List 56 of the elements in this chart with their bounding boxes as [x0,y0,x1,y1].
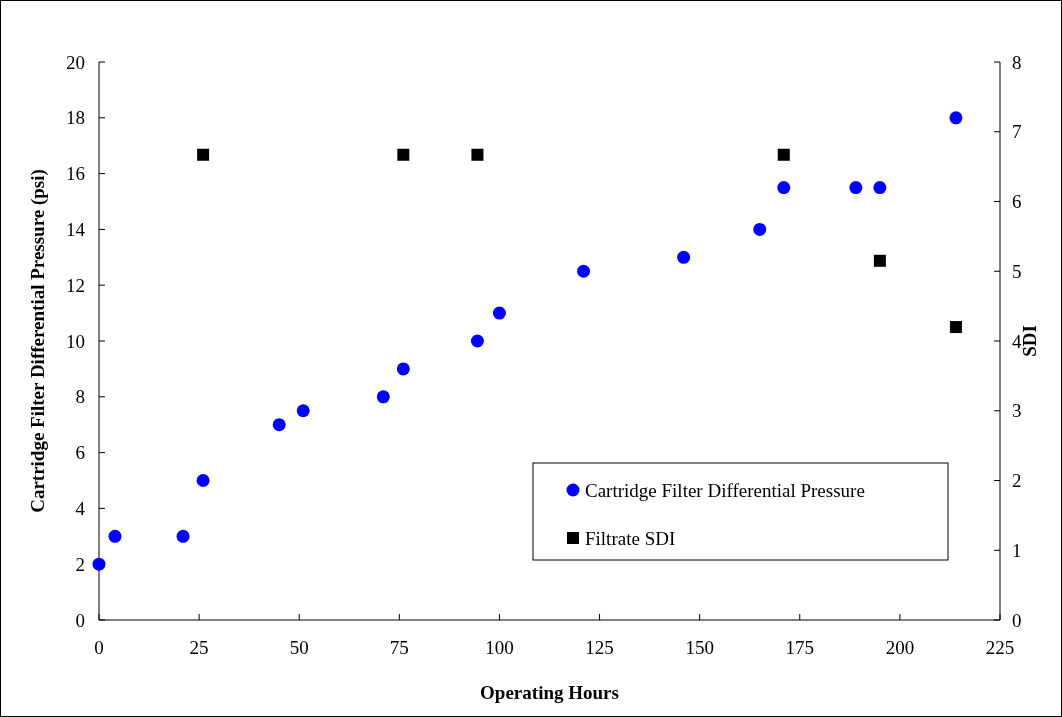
y2-tick-label: 0 [1012,609,1022,631]
point [949,111,963,125]
point [753,222,767,236]
point [197,148,210,161]
y-tick-label: 14 [66,219,86,241]
y2-tick-label: 6 [1012,191,1022,213]
point [677,250,691,264]
x-tick-label: 75 [389,637,409,658]
y-tick-label: 4 [75,498,86,520]
point [108,529,122,543]
point [873,181,887,195]
y2-tick-label: 1 [1012,539,1022,561]
legend-label: Filtrate SDI [585,527,676,549]
point [471,148,484,161]
point [470,334,484,348]
point [849,181,863,195]
point [577,264,591,278]
legend-label: Cartridge Filter Differential Pressure [585,479,865,501]
point [777,148,790,161]
y-tick-label: 0 [75,609,85,631]
y-tick-label: 6 [75,442,85,464]
y-tick-label: 20 [66,51,85,73]
point [376,390,390,404]
y2-tick-label: 8 [1012,51,1022,73]
y-tick-label: 16 [66,163,85,185]
point [397,148,410,161]
y-tick-label: 2 [75,553,85,575]
point [396,362,410,376]
y2-tick-label: 7 [1012,121,1022,143]
x-tick-label: 100 [485,637,514,658]
x-tick-label: 175 [785,637,815,658]
point [949,321,962,334]
x-tick-label: 200 [885,637,915,658]
x-tick-label: 0 [94,637,104,658]
y2-tick-label: 5 [1012,260,1022,282]
y-axis-title: Cartridge Filter Differential Pressure (psi) [27,169,49,513]
x-axis-title: Operating Hours [480,682,619,703]
x-tick-label: 25 [189,637,209,658]
point [272,418,286,432]
y-tick-label: 8 [75,386,85,408]
x-tick-label: 125 [585,637,614,658]
x-tick-label: 50 [289,637,309,658]
y2-tick-label: 3 [1012,400,1022,422]
point [176,529,190,543]
y2-tick-label: 2 [1012,470,1022,492]
point [92,557,106,571]
x-tick-label: 225 [985,637,1015,658]
x-tick-label: 150 [685,637,714,658]
point [296,404,310,418]
y-tick-label: 10 [66,330,85,352]
point [873,254,886,267]
y-tick-label: 18 [66,107,85,129]
point [196,474,210,487]
point [492,306,506,320]
point [777,181,791,195]
y-tick-label: 12 [66,274,85,296]
